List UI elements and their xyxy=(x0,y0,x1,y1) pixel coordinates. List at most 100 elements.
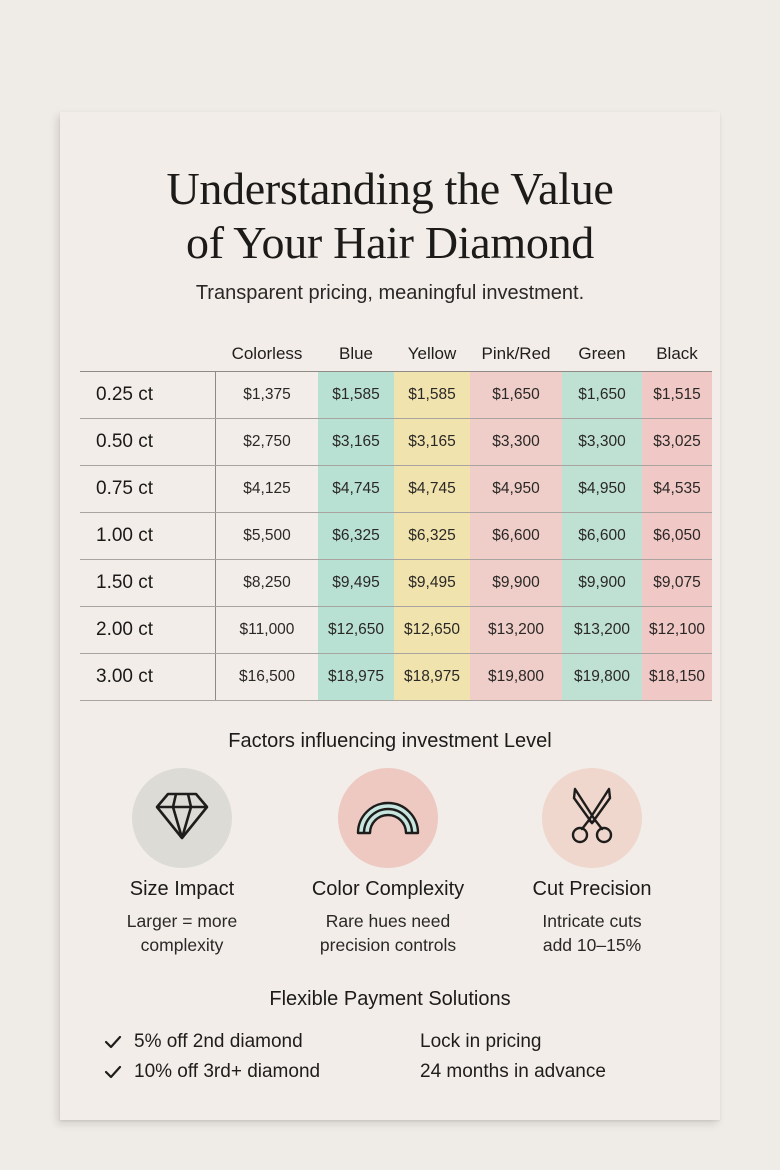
factor-desc-line: Intricate cuts xyxy=(542,911,642,931)
price-cell: $4,950 xyxy=(562,466,642,512)
table-body: 0.25 ct $1,375 $1,585 $1,585 $1,650 $1,650 $1,… xyxy=(80,371,712,701)
price-cell: $9,075 xyxy=(642,560,712,606)
price-cell: $9,900 xyxy=(470,560,562,606)
price-cell: $16,500 xyxy=(238,668,296,685)
carat-label: 2.00 ct xyxy=(80,607,216,653)
price-cell: $3,165 xyxy=(394,419,470,465)
price-cell: $6,325 xyxy=(318,513,394,559)
factor-description: Larger = more complexity xyxy=(82,909,282,957)
discount-item: 10% off 3rd+ diamond xyxy=(104,1057,320,1087)
subtitle: Transparent pricing, meaningful investme… xyxy=(195,282,585,304)
table-row: 1.00 ct $5,500 $6,325 $6,325 $6,600 $6,600 $6,… xyxy=(80,513,712,560)
checkmark-icon xyxy=(104,1035,126,1049)
rainbow-icon xyxy=(355,796,421,841)
price-cell: $12,650 xyxy=(394,607,470,653)
table-header: Colorless Blue Yellow Pink/Red Green Bla… xyxy=(80,337,712,371)
payment-title: Flexible Payment Solutions xyxy=(269,988,511,1010)
factor-icon-circle xyxy=(338,768,438,868)
price-cell: $8,250 xyxy=(243,574,291,591)
price-cell: $18,150 xyxy=(642,654,712,700)
carat-label: 1.50 ct xyxy=(80,560,216,606)
factor-desc-line: Rare hues need xyxy=(325,911,451,931)
price-cell: $3,300 xyxy=(470,419,562,465)
price-lock-info: Lock in pricing 24 months in advance xyxy=(420,1027,606,1087)
price-cell: $1,515 xyxy=(642,372,712,418)
price-cell: $3,300 xyxy=(562,419,642,465)
factors-title: Factors influencing investment Level xyxy=(228,730,552,752)
column-header-black: Black xyxy=(656,344,698,363)
factor-description: Intricate cuts add 10–15% xyxy=(492,909,692,957)
price-cell: $18,975 xyxy=(394,654,470,700)
factor-desc-line: precision controls xyxy=(319,935,457,955)
checkmark-icon xyxy=(104,1065,126,1079)
table-row: 0.50 ct $2,750 $3,165 $3,165 $3,300 $3,300 $3,… xyxy=(80,419,712,466)
price-cell: $6,600 xyxy=(562,513,642,559)
page-title: Understanding the Value of Your Hair Dia… xyxy=(60,162,720,270)
price-cell: $4,950 xyxy=(470,466,562,512)
column-header-pink-red: Pink/Red xyxy=(481,344,551,363)
factor-name: Size Impact xyxy=(129,878,235,900)
title-line-2: of Your Hair Diamond xyxy=(186,217,594,268)
scissors-icon xyxy=(569,786,615,851)
table-row: 1.50 ct $8,250 $9,495 $9,495 $9,900 $9,900 $9,… xyxy=(80,560,712,607)
price-cell: $6,600 xyxy=(470,513,562,559)
price-lock-line: Lock in pricing xyxy=(420,1031,542,1052)
price-cell: $11,000 xyxy=(239,621,295,638)
price-cell: $12,100 xyxy=(642,607,712,653)
factor-desc-line: complexity xyxy=(140,935,224,955)
table-row: 0.75 ct $4,125 $4,745 $4,745 $4,950 $4,950 $4,… xyxy=(80,466,712,513)
price-cell: $1,585 xyxy=(394,372,470,418)
price-cell: $9,495 xyxy=(394,560,470,606)
price-cell: $9,495 xyxy=(318,560,394,606)
price-table: Colorless Blue Yellow Pink/Red Green Bla… xyxy=(80,337,712,701)
price-cell: $19,800 xyxy=(562,654,642,700)
carat-label: 3.00 ct xyxy=(80,654,216,700)
column-header-blue: Blue xyxy=(338,344,374,363)
title-line-1: Understanding the Value xyxy=(166,163,614,214)
table-row: 0.25 ct $1,375 $1,585 $1,585 $1,650 $1,650 $1,… xyxy=(80,372,712,419)
price-cell: $2,750 xyxy=(243,433,291,450)
factor-name: Cut Precision xyxy=(532,878,652,900)
factor-name: Color Complexity xyxy=(311,878,465,900)
column-header-colorless: Colorless xyxy=(231,344,303,363)
factor-cut-precision: Cut Precision Intricate cuts add 10–15% xyxy=(492,768,692,957)
price-cell: $9,900 xyxy=(562,560,642,606)
factor-color-complexity: Color Complexity Rare hues need precisio… xyxy=(288,768,488,957)
discount-item: 5% off 2nd diamond xyxy=(104,1027,320,1057)
pricing-card: Understanding the Value of Your Hair Dia… xyxy=(60,112,720,1120)
table-row: 2.00 ct $11,000 $12,650 $12,650 $13,200 $13,2… xyxy=(80,607,712,654)
price-cell: $18,975 xyxy=(318,654,394,700)
price-cell: $5,500 xyxy=(243,527,291,544)
price-cell: $1,585 xyxy=(318,372,394,418)
price-cell: $4,745 xyxy=(394,466,470,512)
price-cell: $3,025 xyxy=(642,419,712,465)
price-cell: $4,125 xyxy=(243,480,291,497)
price-cell: $13,200 xyxy=(470,607,562,653)
price-cell: $13,200 xyxy=(562,607,642,653)
discount-list: 5% off 2nd diamond 10% off 3rd+ diamond xyxy=(104,1027,320,1087)
table-row: 3.00 ct $16,500 $18,975 $18,975 $19,800 $19,8… xyxy=(80,654,712,701)
column-header-yellow: Yellow xyxy=(407,344,457,363)
carat-label: 0.75 ct xyxy=(80,466,216,512)
price-cell: $12,650 xyxy=(318,607,394,653)
factor-desc-line: add 10–15% xyxy=(542,935,642,955)
factor-description: Rare hues need precision controls xyxy=(288,909,488,957)
carat-label: 1.00 ct xyxy=(80,513,216,559)
price-cell: $4,535 xyxy=(642,466,712,512)
column-header-green: Green xyxy=(578,344,626,363)
factor-icon-circle xyxy=(542,768,642,868)
price-cell: $4,745 xyxy=(318,466,394,512)
price-cell: $6,050 xyxy=(642,513,712,559)
factor-desc-line: Larger = more xyxy=(126,911,238,931)
factor-icon-circle xyxy=(132,768,232,868)
price-cell: $1,650 xyxy=(470,372,562,418)
discount-text: 10% off 3rd+ diamond xyxy=(134,1061,321,1082)
discount-text: 5% off 2nd diamond xyxy=(134,1031,303,1052)
price-cell: $6,325 xyxy=(394,513,470,559)
diamond-icon xyxy=(154,790,210,847)
factor-size-impact: Size Impact Larger = more complexity xyxy=(82,768,282,957)
carat-label: 0.50 ct xyxy=(80,419,216,465)
carat-label: 0.25 ct xyxy=(80,372,216,418)
price-cell: $3,165 xyxy=(318,419,394,465)
price-cell: $19,800 xyxy=(470,654,562,700)
